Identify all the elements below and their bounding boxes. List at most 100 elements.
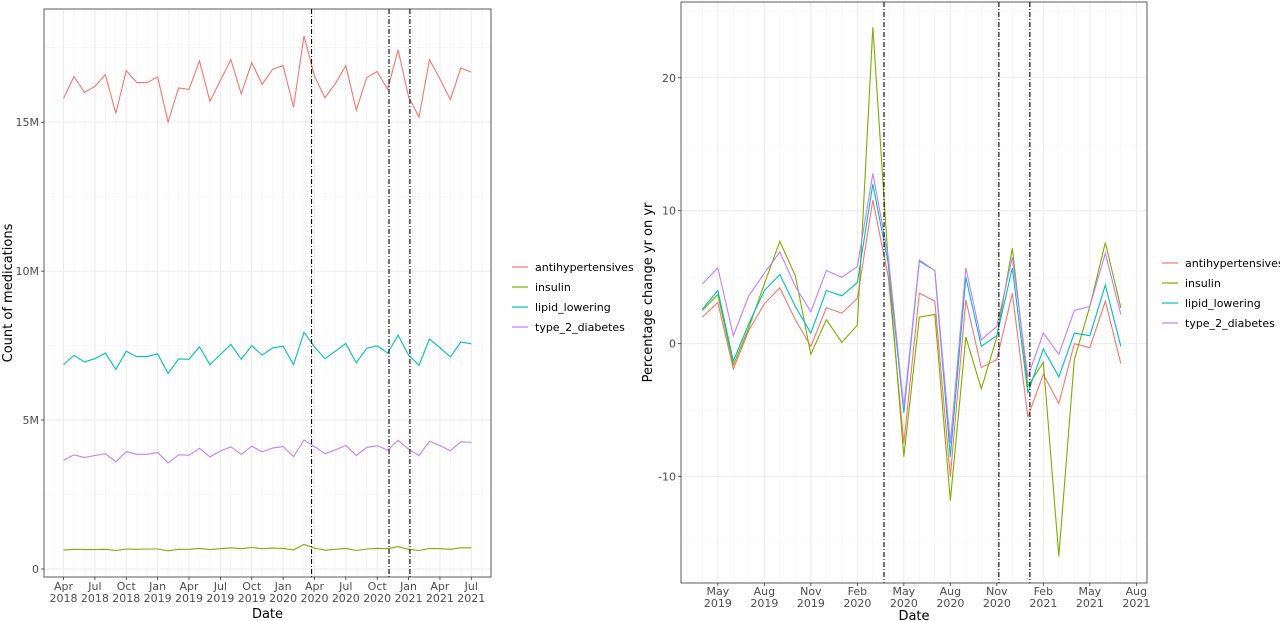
y-tick-label: -10: [658, 471, 676, 484]
x-tick-label-line: May: [892, 585, 915, 598]
x-tick-label: May 2021: [1076, 585, 1104, 610]
x-tick-label: Jul 2021: [457, 580, 485, 605]
x-tick-label: Nov 2020: [983, 585, 1011, 610]
x-tick-label-line: 2020: [269, 592, 297, 605]
x-tick-label-line: 2020: [843, 597, 871, 610]
x-tick-label-line: Nov: [986, 585, 1008, 598]
x-tick-label: Jan 2021: [395, 580, 423, 605]
legend-label: insulin: [1185, 277, 1221, 290]
x-tick-label-line: 2019: [175, 592, 203, 605]
x-tick-label-line: Oct: [242, 580, 262, 593]
y-tick-label: 15M: [16, 116, 40, 129]
x-tick-label: Apr 2020: [300, 580, 328, 605]
x-tick-label-line: Aug: [1126, 585, 1147, 598]
x-tick-label-line: 2021: [426, 592, 454, 605]
x-tick-label: Jul 2020: [332, 580, 360, 605]
series-line-lipid_lowering: [701, 184, 1122, 457]
x-tick-label-line: 2020: [890, 597, 918, 610]
x-tick-label-line: 2018: [112, 592, 140, 605]
y-tick-label: 5M: [23, 414, 40, 427]
x-tick-label: Oct 2020: [363, 580, 391, 605]
x-tick-label: Apr 2018: [50, 580, 78, 605]
y-axis-title: Percentage change yr on yr: [641, 202, 656, 382]
x-tick-label-line: Apr: [430, 580, 450, 593]
x-tick-label: Feb 2020: [843, 585, 871, 610]
series-line-antihypertensives: [701, 199, 1122, 477]
x-tick-label-line: Apr: [54, 580, 74, 593]
x-tick-label: Aug 2020: [936, 585, 964, 610]
x-tick-label-line: 2020: [332, 592, 360, 605]
y-tick-label: 0: [32, 563, 39, 576]
x-tick-label: Jul 2018: [81, 580, 109, 605]
x-tick-label: Aug 2019: [750, 585, 778, 610]
x-tick-label-line: Jul: [213, 580, 227, 593]
x-tick-label: Jan 2020: [269, 580, 297, 605]
x-tick-label: Oct 2019: [238, 580, 266, 605]
x-tick-label-line: Jul: [338, 580, 352, 593]
series-line-type_2_diabetes: [701, 173, 1122, 444]
y-axis-title: Count of medications: [1, 223, 16, 362]
x-tick-label: Jul 2019: [206, 580, 234, 605]
x-axis-title: Date: [252, 607, 283, 621]
plot-frame: [680, 1, 1148, 584]
x-tick-label-line: 2021: [1122, 597, 1150, 610]
x-tick-label-line: Jul: [464, 580, 478, 593]
x-tick-label-line: 2021: [1076, 597, 1104, 610]
x-tick-label-line: 2018: [50, 592, 78, 605]
x-tick-label-line: Jan: [274, 580, 292, 593]
x-tick-label: Jan 2019: [144, 580, 172, 605]
x-tick-label: Feb 2021: [1029, 585, 1057, 610]
x-tick-label: Apr 2019: [175, 580, 203, 605]
legend-label: lipid_lowering: [535, 301, 611, 314]
series-line-lipid_lowering: [63, 331, 472, 375]
x-tick-label-line: May: [1078, 585, 1101, 598]
x-tick-label-line: May: [706, 585, 729, 598]
legend-label: antihypertensives: [1185, 257, 1280, 270]
x-tick-label-line: Jan: [148, 580, 166, 593]
x-tick-label-line: 2020: [363, 592, 391, 605]
x-tick-label-line: 2020: [300, 592, 328, 605]
x-tick-label-line: 2019: [206, 592, 234, 605]
x-tick-label-line: 2020: [936, 597, 964, 610]
x-tick-label: May 2020: [890, 585, 918, 610]
x-tick-label: Apr 2021: [426, 580, 454, 605]
x-tick-label-line: 2019: [704, 597, 732, 610]
x-tick-label-line: 2019: [750, 597, 778, 610]
x-tick-label-line: Aug: [940, 585, 961, 598]
legend: antihypertensives insulin lipid_loweringty…: [512, 261, 634, 334]
series-line-type_2_diabetes: [63, 439, 472, 464]
x-tick-label: May 2019: [704, 585, 732, 610]
y-tick-label: 10: [662, 205, 676, 218]
x-axis-title: Date: [898, 609, 929, 621]
legend: antihypertensives insulin lipid_loweringty…: [1162, 257, 1280, 330]
plot-frame: [43, 8, 492, 578]
x-tick-label-line: 2019: [144, 592, 172, 605]
x-tick-label-line: 2018: [81, 592, 109, 605]
x-tick-label: Oct 2018: [112, 580, 140, 605]
series-line-antihypertensives: [63, 35, 472, 125]
legend-label: type_2_diabetes: [1185, 317, 1275, 330]
x-tick-label-line: Feb: [1034, 585, 1053, 598]
y-tick-label: 20: [662, 72, 676, 85]
legend-label: type_2_diabetes: [535, 321, 625, 334]
x-tick-label-line: Apr: [179, 580, 199, 593]
x-tick-label-line: Nov: [800, 585, 822, 598]
y-tick-label: 10M: [16, 265, 40, 278]
x-tick-label-line: Apr: [305, 580, 325, 593]
x-tick-label-line: Jan: [399, 580, 417, 593]
x-tick-label-line: 2020: [983, 597, 1011, 610]
legend-label: insulin: [535, 281, 571, 294]
x-tick-label-line: Oct: [368, 580, 388, 593]
x-tick-label-line: Aug: [754, 585, 775, 598]
legend-label: antihypertensives: [535, 261, 634, 274]
x-tick-label-line: Jul: [87, 580, 101, 593]
legend-label: lipid_lowering: [1185, 297, 1261, 310]
x-tick-label-line: 2021: [395, 592, 423, 605]
x-tick-label-line: Feb: [848, 585, 867, 598]
x-tick-label-line: 2021: [457, 592, 485, 605]
x-tick-label: Nov 2019: [797, 585, 825, 610]
x-tick-label-line: 2021: [1029, 597, 1057, 610]
